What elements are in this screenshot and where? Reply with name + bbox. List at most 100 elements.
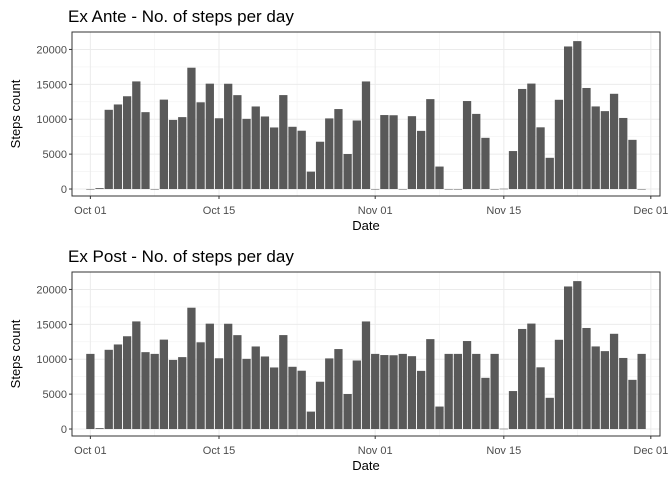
bar-2012-10-21 — [269, 127, 279, 190]
bar-2012-11-13 — [481, 377, 490, 430]
bar-2012-11-18 — [527, 323, 536, 430]
bar-2012-11-06 — [416, 130, 426, 190]
y-tick-label: 5000 — [43, 149, 67, 161]
bar-2012-10-06 — [132, 81, 141, 190]
bar-2012-11-04 — [398, 189, 407, 190]
bar-2012-10-26 — [315, 141, 325, 190]
bar-2012-10-20 — [260, 356, 270, 430]
bar-2012-10-08 — [150, 189, 159, 190]
bar-2012-10-15 — [214, 118, 224, 190]
bar-2012-11-18 — [527, 83, 536, 190]
bar-2012-10-13 — [196, 342, 205, 430]
bar-2012-11-01 — [371, 353, 380, 430]
bar-2012-10-09 — [159, 99, 169, 190]
chart-panel-1: 0 5000 10000 15000 20000 Oct 01 Oct 15 Nov 01 No… — [8, 7, 668, 233]
bar-2012-11-16 — [508, 151, 518, 190]
bar-2012-11-25 — [591, 106, 600, 190]
bar-2012-11-05 — [407, 116, 417, 190]
bar-2012-10-24 — [297, 130, 306, 190]
y-tick-label: 20000 — [36, 284, 67, 296]
bar-2012-11-04 — [398, 353, 407, 430]
bar-2012-10-04 — [113, 104, 123, 190]
bar-2012-10-03 — [104, 349, 113, 430]
bar-2012-11-28 — [619, 357, 628, 430]
bar-2012-10-24 — [297, 370, 306, 430]
bar-2012-11-21 — [554, 339, 564, 430]
y-tick-label: 10000 — [36, 114, 67, 126]
chart-title: Ex Ante - No. of steps per day — [68, 7, 294, 26]
bar-2012-11-09 — [444, 189, 453, 190]
bar-2012-11-11 — [462, 101, 472, 190]
x-tick-label: Nov 01 — [358, 445, 393, 457]
bar-2012-10-11 — [178, 357, 187, 430]
bar-2012-11-27 — [609, 333, 619, 430]
bar-2012-10-03 — [104, 109, 113, 190]
bar-2012-11-07 — [426, 99, 435, 190]
y-tick-label: 15000 — [36, 79, 67, 91]
bar-2012-10-22 — [279, 95, 288, 190]
x-axis-title: Date — [352, 458, 379, 473]
bar-2012-10-18 — [242, 358, 251, 430]
y-tick-label: 10000 — [36, 354, 67, 366]
bar-2012-10-30 — [352, 360, 361, 430]
x-tick-label: Nov 15 — [486, 445, 521, 457]
bar-2012-11-22 — [563, 286, 573, 430]
plot-border — [71, 31, 661, 197]
bar-2012-10-02 — [95, 428, 104, 430]
bar-2012-10-30 — [352, 120, 361, 190]
bar-2012-10-10 — [168, 119, 178, 190]
bar-2012-11-15 — [499, 428, 508, 430]
bar-2012-10-25 — [306, 411, 316, 430]
bar-2012-11-23 — [573, 41, 582, 190]
y-tick-label: 20000 — [36, 44, 67, 56]
x-axis-title: Date — [352, 218, 379, 233]
chart-title: Ex Post - No. of steps per day — [68, 247, 294, 266]
bar-2012-10-06 — [132, 321, 141, 430]
bar-2012-10-31 — [361, 321, 371, 430]
bar-2012-11-19 — [536, 127, 545, 190]
x-tick-label: Oct 15 — [203, 205, 235, 217]
bar-2012-11-08 — [435, 166, 444, 190]
bar-2012-11-03 — [389, 355, 398, 430]
bar-2012-11-15 — [499, 188, 508, 190]
bar-2012-11-17 — [518, 88, 527, 190]
bar-2012-11-30 — [637, 353, 646, 430]
bar-2012-11-24 — [582, 327, 591, 430]
bar-2012-11-27 — [609, 93, 619, 190]
bar-2012-10-08 — [150, 353, 159, 430]
bar-2012-11-16 — [508, 391, 518, 430]
bar-2012-11-29 — [628, 379, 637, 430]
bar-2012-10-15 — [214, 358, 224, 430]
y-tick-label: 15000 — [36, 319, 67, 331]
bar-2012-10-28 — [334, 109, 343, 190]
bar-2012-10-09 — [159, 339, 169, 430]
bar-2012-11-13 — [481, 137, 490, 190]
bar-2012-10-14 — [205, 83, 214, 190]
bar-2012-10-17 — [233, 95, 242, 190]
bar-2012-11-29 — [628, 139, 637, 190]
bar-2012-11-26 — [600, 351, 610, 430]
bar-2012-10-13 — [196, 102, 205, 190]
bar-2012-10-05 — [122, 96, 132, 190]
bar-2012-10-05 — [122, 336, 132, 430]
x-tick-label: Nov 01 — [358, 205, 393, 217]
y-axis-title: Steps count — [8, 79, 23, 148]
bar-2012-11-28 — [619, 117, 628, 190]
bar-2012-10-01 — [86, 189, 95, 190]
bar-2012-10-12 — [187, 307, 196, 430]
bar-2012-10-31 — [361, 81, 371, 190]
bar-2012-10-16 — [224, 323, 233, 430]
bar-2012-10-23 — [288, 366, 297, 430]
bar-2012-11-20 — [545, 157, 554, 190]
bar-2012-10-02 — [95, 188, 104, 190]
bar-2012-10-01 — [86, 353, 95, 430]
bar-2012-11-12 — [472, 353, 481, 430]
y-axis-title: Steps count — [8, 319, 23, 388]
bar-2012-10-23 — [288, 126, 297, 190]
bar-2012-11-26 — [600, 111, 610, 190]
bar-2012-11-07 — [426, 339, 435, 430]
bar-2012-10-29 — [343, 394, 352, 430]
bar-2012-11-30 — [637, 189, 646, 190]
bar-2012-11-17 — [518, 328, 527, 430]
